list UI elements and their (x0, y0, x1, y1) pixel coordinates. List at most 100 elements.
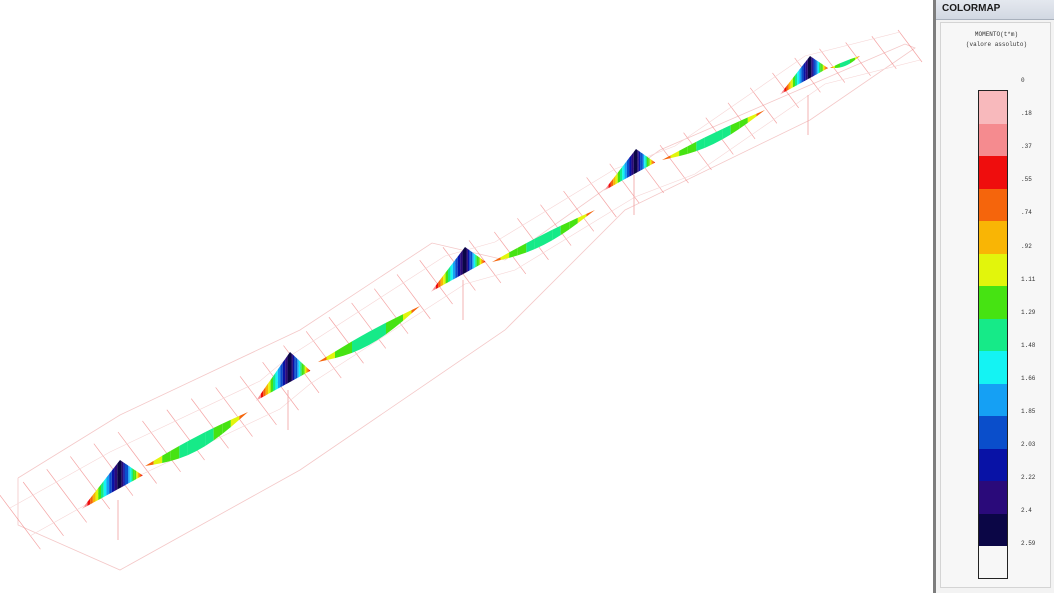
support-moment-peak (470, 251, 473, 270)
span-moment-band (847, 59, 850, 65)
support-moment-peak (797, 69, 800, 86)
span-moment-band (687, 141, 697, 154)
support-moment-peak (280, 362, 283, 388)
span-moment-band (739, 117, 748, 129)
span-moment-band (857, 56, 860, 59)
color-swatch (979, 221, 1007, 254)
span-moment-band (352, 336, 361, 353)
color-swatch (979, 318, 1007, 351)
support-moment-peak (450, 262, 453, 282)
span-moment-band (500, 252, 510, 260)
support-moment-peak (637, 149, 639, 173)
support-moment-peak (291, 353, 293, 382)
scale-tick-label: .18 (1021, 110, 1032, 118)
support-moment-peak (92, 491, 96, 503)
support-moment-peak (782, 89, 785, 94)
support-moment-peak (805, 58, 808, 81)
legend-quantity-label: MOMENTO(t*m) (974, 31, 1019, 38)
support-moment-peak (825, 66, 827, 70)
support-moment-peak (786, 83, 789, 91)
span-moment-band (577, 213, 587, 224)
cross-beam (190, 398, 229, 449)
span-moment-band (855, 56, 858, 60)
deck-outline (17, 43, 916, 571)
span-moment-band (845, 60, 848, 66)
scale-tick-label: .55 (1021, 176, 1032, 184)
support-moment-peak (123, 462, 125, 487)
scale-tick-label: 1.85 (1021, 408, 1036, 415)
support-moment-peak (282, 358, 286, 387)
support-moment-peak (124, 463, 127, 486)
cross-beam (419, 260, 453, 305)
cross-beam (749, 87, 778, 124)
support-moment-peak (285, 355, 288, 385)
colormap-panel: COLORMAP MOMENTO(t*m) (valore assoluto) … (933, 0, 1054, 593)
support-moment-peak (473, 253, 476, 269)
support-moment-peak (129, 466, 132, 483)
support-moment-peak (263, 386, 266, 397)
span-moment-band (403, 310, 412, 321)
support-moment-peak (784, 86, 787, 93)
support-moment-peak (455, 256, 458, 279)
support-moment-peak (481, 258, 483, 265)
cross-beam (845, 42, 871, 76)
support-moment-peak (120, 460, 122, 488)
color-swatch (979, 513, 1007, 546)
support-moment-peak (606, 184, 609, 190)
support-moment-peak (799, 67, 802, 84)
support-moment-peak (300, 361, 302, 377)
support-moment-peak (443, 272, 446, 286)
cross-beam (374, 288, 409, 334)
support-moment-peak (462, 247, 465, 275)
cross-beam (871, 36, 897, 70)
support-moment-peak (106, 473, 110, 496)
cross-beam (117, 431, 157, 484)
support-moment-peak (295, 357, 298, 379)
support-moment-peak (433, 285, 436, 291)
support-moment-peak (467, 249, 470, 272)
support-moment-peak (301, 362, 304, 376)
span-moment-band (747, 113, 757, 123)
color-swatch (979, 416, 1007, 449)
support-moment-peak (482, 259, 484, 264)
cross-beam (46, 469, 87, 523)
support-moment-peak (306, 366, 308, 374)
span-moment-band (569, 217, 578, 230)
span-moment-band (196, 432, 206, 451)
support-moment-peak (466, 248, 468, 273)
color-swatch (979, 286, 1007, 319)
support-moment-peak (308, 369, 311, 372)
support-moment-peak (103, 477, 107, 497)
model-viewport[interactable] (0, 0, 933, 593)
support-moment-peak (479, 257, 482, 265)
color-swatch (979, 383, 1007, 416)
span-moment-band (850, 58, 853, 64)
bending-moment-diagram (0, 29, 923, 571)
support-moment-peak (641, 152, 643, 170)
cross-beam (819, 48, 846, 83)
support-moment-peak (620, 166, 623, 182)
scale-tick-label: 2.4 (1021, 507, 1032, 515)
support-moment-peak (633, 149, 636, 175)
support-moment-peak (445, 269, 448, 284)
cross-beam (396, 274, 431, 320)
span-moment-band (318, 356, 327, 362)
span-moment-band (509, 247, 518, 258)
support-moment-peak (472, 252, 474, 269)
cross-beam (142, 420, 181, 472)
support-moment-peak (87, 498, 91, 506)
scale-tick-label: 1.48 (1021, 341, 1036, 349)
span-moment-band (162, 450, 171, 463)
support-moment-peak (131, 467, 134, 482)
support-moment-peak (128, 465, 130, 484)
support-moment-peak (440, 275, 444, 287)
scale-tick-label: 2.03 (1021, 441, 1036, 449)
cross-beam (683, 132, 712, 171)
support-moment-peak (277, 365, 281, 389)
support-moment-peak (483, 260, 486, 263)
support-moment-peak (803, 61, 806, 82)
color-swatch (979, 351, 1007, 384)
support-moment-peak (95, 487, 99, 502)
span-moment-band (730, 121, 740, 135)
cross-beam (215, 387, 253, 437)
